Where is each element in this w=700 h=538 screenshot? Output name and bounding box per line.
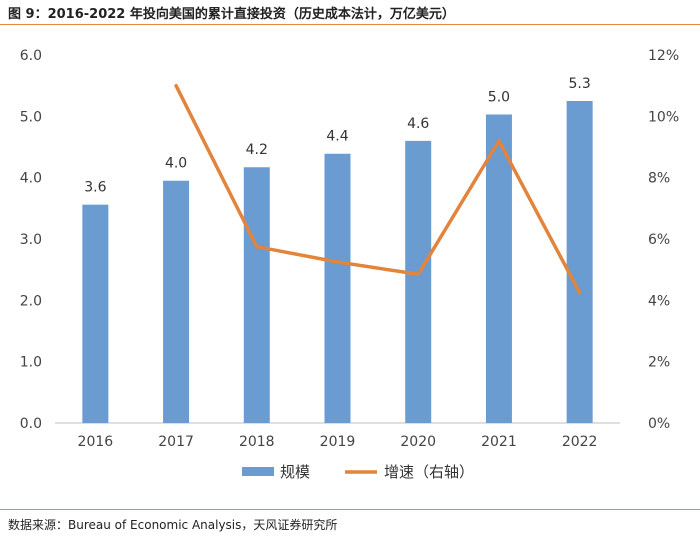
y-right-tick-label: 4%	[648, 293, 670, 309]
bar-data-label: 4.0	[165, 156, 187, 172]
y-left-tick-label: 5.0	[20, 109, 42, 125]
bar	[485, 114, 512, 423]
x-tick-label: 2020	[400, 434, 436, 450]
x-tick-label: 2019	[320, 434, 356, 450]
bar	[324, 153, 351, 423]
legend-line-label: 增速（右轴）	[384, 463, 474, 481]
y-left-tick-label: 4.0	[20, 171, 42, 187]
x-tick-label: 2022	[562, 434, 598, 450]
bar-data-label: 5.0	[488, 89, 510, 105]
bar	[405, 140, 432, 423]
y-left-tick-label: 3.0	[20, 232, 42, 248]
bar-data-label: 4.2	[246, 142, 268, 158]
y-left-tick-label: 0.0	[20, 416, 42, 432]
x-tick-label: 2016	[78, 434, 114, 450]
bar-data-labels: 3.6 4.0 4.2 4.4 4.6 5.0 5.3	[84, 76, 591, 196]
bar	[566, 101, 593, 423]
growth-line-series	[174, 83, 582, 295]
source-rule	[0, 509, 700, 510]
legend-bar-swatch	[242, 467, 274, 476]
source-note: 数据来源：Bureau of Economic Analysis，天风证券研究所	[8, 518, 338, 532]
bar-data-label: 4.4	[326, 129, 348, 145]
bar	[243, 167, 270, 423]
y-right-tick-label: 12%	[648, 48, 679, 64]
bar-series	[82, 101, 593, 423]
bar	[82, 204, 109, 423]
y-right-tick-label: 2%	[648, 355, 670, 371]
title-rule	[0, 24, 700, 25]
growth-line	[174, 83, 582, 295]
y-left-tick-label: 1.0	[20, 355, 42, 371]
y-axis-left: 0.0 1.0 2.0 3.0 4.0 5.0 6.0	[20, 48, 42, 432]
y-right-tick-label: 0%	[648, 416, 670, 432]
y-right-tick-label: 10%	[648, 109, 679, 125]
legend-bar-label: 规模	[280, 463, 310, 481]
bar	[163, 180, 190, 423]
y-left-tick-label: 2.0	[20, 293, 42, 309]
chart: 3.6 4.0 4.2 4.4 4.6 5.0 5.3 0.0 1.0 2.0 3.0 4.0 5.0…	[20, 48, 679, 481]
bar-data-label: 3.6	[84, 180, 106, 196]
y-right-tick-label: 6%	[648, 232, 670, 248]
x-tick-label: 2017	[158, 434, 194, 450]
x-axis: 2016 2017 2018 2019 2020 2021 2022	[78, 434, 598, 450]
y-left-tick-label: 6.0	[20, 48, 42, 64]
x-tick-label: 2018	[239, 434, 275, 450]
chart-title: 图 9：2016-2022 年投向美国的累计直接投资（历史成本法计，万亿美元）	[8, 7, 455, 22]
x-tick-label: 2021	[481, 434, 517, 450]
y-axis-right: 0% 2% 4% 6% 8% 10% 12%	[648, 48, 679, 432]
bar-data-label: 4.6	[407, 116, 429, 132]
legend: 规模 增速（右轴）	[242, 463, 474, 481]
bar-data-label: 5.3	[569, 76, 591, 92]
y-right-tick-label: 8%	[648, 171, 670, 187]
